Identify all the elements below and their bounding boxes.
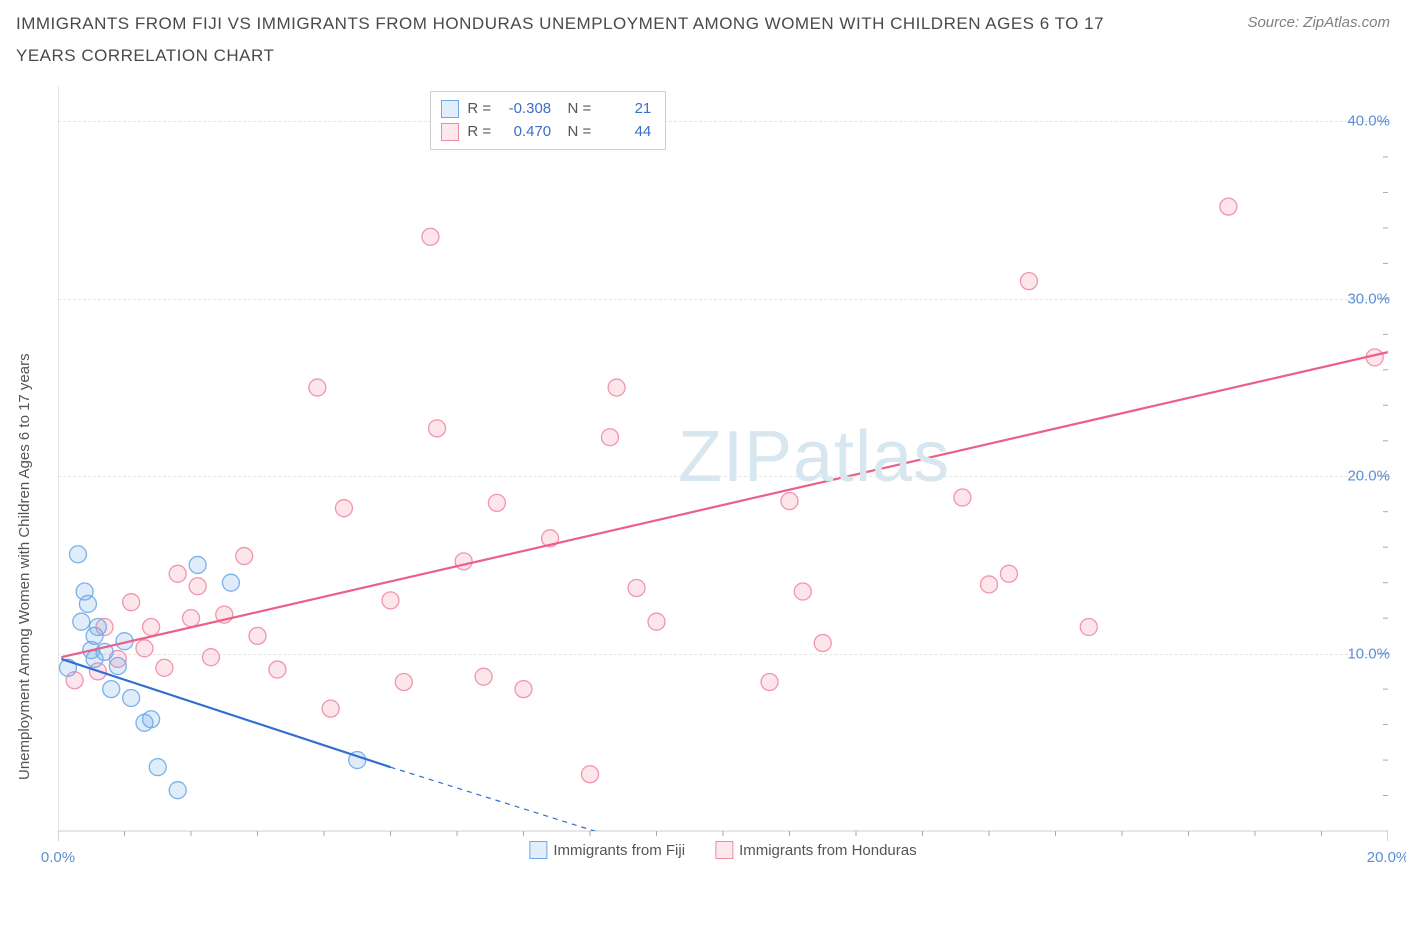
r-value-fiji: -0.308 — [499, 98, 551, 121]
y-axis-title: Unemployment Among Women with Children A… — [16, 353, 33, 780]
n-value-fiji: 21 — [599, 98, 651, 121]
x-tick-label: 20.0% — [1367, 849, 1406, 866]
legend-swatch-honduras — [715, 841, 733, 859]
legend-item-fiji: Immigrants from Fiji — [529, 841, 685, 859]
y-tick-label: 20.0% — [1347, 468, 1390, 485]
chart-title: IMMIGRANTS FROM FIJI VS IMMIGRANTS FROM … — [16, 8, 1136, 73]
n-value-honduras: 44 — [599, 121, 651, 144]
legend-label-honduras: Immigrants from Honduras — [739, 842, 917, 859]
source-credit: Source: ZipAtlas.com — [1247, 8, 1390, 31]
stats-row-fiji: R = -0.308 N = 21 — [441, 98, 651, 121]
plot-area: ZIPatlas R = -0.308 N = 21R = 0.470 N = … — [58, 86, 1388, 838]
r-value-honduras: 0.470 — [499, 121, 551, 144]
y-tick-label: 10.0% — [1347, 645, 1390, 662]
swatch-honduras — [441, 123, 459, 141]
scatter-svg — [58, 86, 1388, 845]
x-tick-label: 0.0% — [41, 849, 75, 866]
legend-item-honduras: Immigrants from Honduras — [715, 841, 917, 859]
y-tick-label: 40.0% — [1347, 113, 1390, 130]
legend-swatch-fiji — [529, 841, 547, 859]
legend: Immigrants from Fiji Immigrants from Hond… — [529, 841, 916, 859]
correlation-stats-box: R = -0.308 N = 21R = 0.470 N = 44 — [430, 91, 666, 150]
y-tick-label: 30.0% — [1347, 290, 1390, 307]
swatch-fiji — [441, 100, 459, 118]
stats-row-honduras: R = 0.470 N = 44 — [441, 121, 651, 144]
legend-label-fiji: Immigrants from Fiji — [553, 842, 685, 859]
